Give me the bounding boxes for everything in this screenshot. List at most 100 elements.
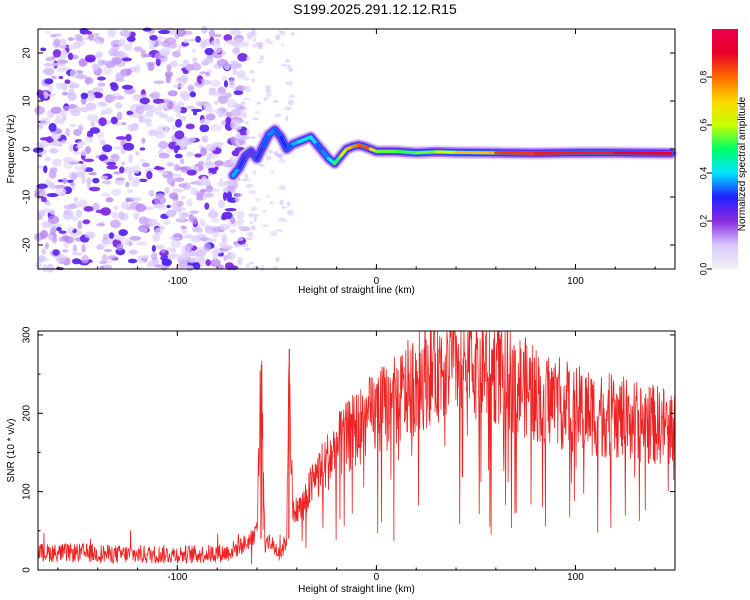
noise-blob bbox=[141, 137, 146, 144]
noise-blob bbox=[104, 107, 113, 115]
noise-blob bbox=[118, 38, 126, 47]
noise-blob bbox=[126, 36, 136, 42]
noise-blob bbox=[176, 101, 185, 108]
noise-blob bbox=[224, 208, 237, 212]
noise-blob bbox=[238, 222, 242, 228]
noise-blob bbox=[227, 251, 236, 261]
noise-blob bbox=[81, 244, 86, 253]
noise-blob bbox=[175, 118, 183, 128]
noise-blob bbox=[153, 166, 165, 170]
noise-blob bbox=[246, 56, 251, 61]
noise-blob bbox=[94, 38, 100, 45]
noise-blob bbox=[245, 183, 254, 187]
noise-blob bbox=[268, 149, 274, 155]
noise-blob bbox=[190, 187, 198, 196]
noise-blob bbox=[231, 189, 236, 194]
noise-blob bbox=[40, 47, 47, 52]
noise-blob bbox=[178, 207, 186, 211]
noise-blob bbox=[232, 47, 240, 55]
noise-blob bbox=[58, 230, 67, 234]
colorbar-tick-label: 0.2 bbox=[698, 215, 708, 228]
noise-blob bbox=[63, 204, 75, 210]
colorbar-tick-label: 0.0 bbox=[698, 263, 708, 276]
noise-blob bbox=[47, 93, 56, 97]
noise-blob bbox=[229, 29, 242, 36]
noise-blob bbox=[147, 129, 159, 137]
noise-blob bbox=[265, 155, 272, 161]
snr-panel: -100 0 100 0 100 200 300 Height of straight li… bbox=[6, 326, 676, 595]
noise-blob bbox=[256, 101, 261, 105]
noise-blob bbox=[46, 192, 59, 198]
noise-blob bbox=[123, 166, 135, 174]
noise-blob bbox=[205, 143, 217, 152]
noise-blob bbox=[154, 196, 167, 205]
noise-blob bbox=[245, 129, 250, 135]
noise-blob bbox=[56, 226, 62, 232]
noise-blob bbox=[38, 141, 50, 148]
noise-blob bbox=[146, 218, 158, 226]
noise-blob bbox=[281, 206, 286, 210]
noise-blob bbox=[240, 243, 249, 248]
noise-blob bbox=[285, 115, 289, 122]
noise-blob bbox=[96, 223, 105, 227]
noise-blob bbox=[245, 247, 249, 251]
noise-blob bbox=[208, 172, 213, 177]
noise-blob bbox=[153, 227, 163, 236]
noise-blob bbox=[57, 179, 64, 183]
y-tick-label: -20 bbox=[22, 237, 33, 252]
x-tick-label: 0 bbox=[374, 572, 380, 583]
noise-blob bbox=[125, 181, 130, 188]
noise-blob bbox=[207, 167, 218, 172]
noise-blob bbox=[102, 233, 111, 239]
noise-blob bbox=[65, 209, 74, 217]
noise-blob bbox=[286, 64, 292, 69]
noise-blob bbox=[218, 242, 228, 249]
noise-blob bbox=[248, 261, 255, 265]
noise-blob bbox=[265, 37, 271, 44]
noise-blob bbox=[71, 252, 83, 256]
noise-blob bbox=[72, 244, 77, 253]
noise-blob bbox=[184, 30, 193, 35]
noise-blob bbox=[45, 156, 51, 162]
noise-blob bbox=[240, 101, 246, 105]
noise-blob bbox=[153, 80, 165, 84]
noise-blob bbox=[80, 92, 89, 100]
noise-blob bbox=[193, 262, 201, 270]
noise-blob bbox=[139, 158, 147, 163]
noise-blob bbox=[228, 156, 236, 164]
y-tick-label: 300 bbox=[22, 326, 33, 343]
noise-blob bbox=[128, 249, 138, 255]
noise-blob bbox=[122, 142, 135, 151]
noise-blob bbox=[252, 37, 257, 43]
noise-blob bbox=[40, 229, 49, 239]
noise-blob bbox=[132, 93, 139, 101]
noise-blob bbox=[61, 91, 69, 96]
noise-blob bbox=[218, 223, 231, 231]
noise-blob bbox=[148, 44, 156, 50]
noise-blob bbox=[253, 214, 260, 217]
noise-blob bbox=[187, 84, 195, 92]
noise-blob bbox=[75, 145, 83, 149]
noise-blob bbox=[77, 124, 84, 132]
noise-blob bbox=[99, 265, 105, 269]
noise-blob bbox=[86, 183, 91, 189]
noise-blob bbox=[67, 37, 75, 41]
noise-blob bbox=[48, 122, 57, 132]
noise-blob bbox=[165, 209, 177, 218]
noise-blob bbox=[101, 192, 111, 197]
noise-blob bbox=[113, 146, 124, 150]
noise-blob bbox=[106, 161, 117, 166]
snr-frame bbox=[37, 330, 676, 571]
noise-blob bbox=[210, 258, 221, 267]
noise-blob bbox=[225, 116, 232, 125]
noise-blob bbox=[71, 258, 82, 265]
noise-blob bbox=[39, 137, 52, 141]
noise-blob bbox=[248, 213, 254, 218]
noise-blob bbox=[88, 186, 101, 192]
noise-blob bbox=[51, 226, 57, 230]
noise-blob bbox=[120, 148, 126, 155]
noise-blob bbox=[245, 178, 252, 181]
noise-blob bbox=[94, 51, 102, 59]
noise-blob bbox=[251, 225, 256, 231]
noise-blob bbox=[144, 168, 154, 173]
